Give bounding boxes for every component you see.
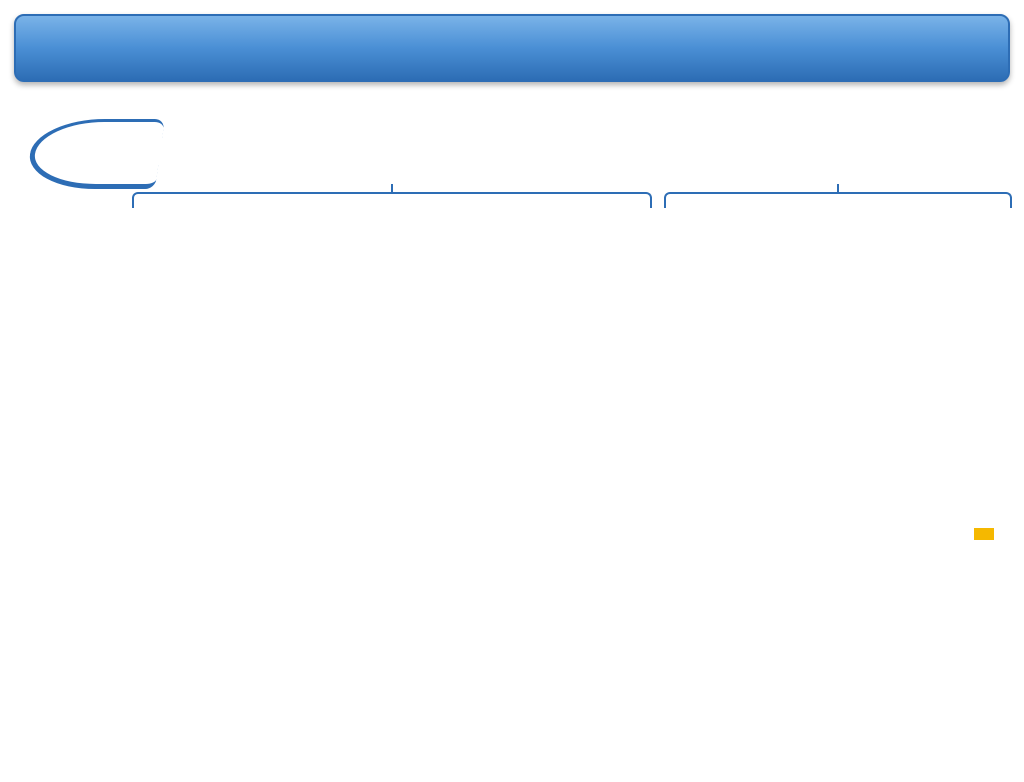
atf-logo — [30, 119, 170, 194]
title-bar — [14, 14, 1010, 82]
bracket-exp — [664, 192, 1012, 208]
annotation-box — [974, 528, 994, 540]
bracket-sim — [132, 192, 652, 208]
